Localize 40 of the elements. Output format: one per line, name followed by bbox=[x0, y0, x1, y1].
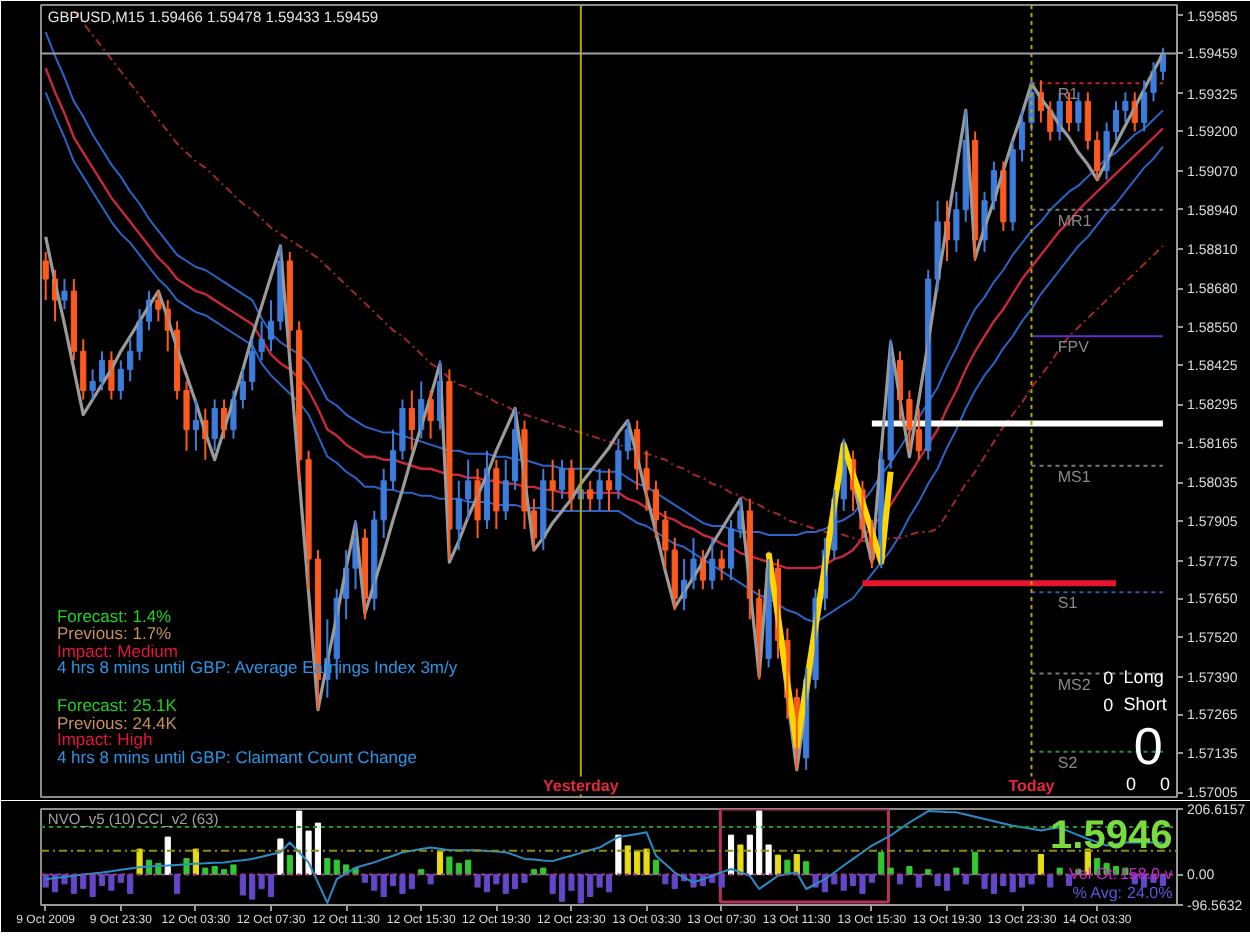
bar bbox=[962, 873, 969, 885]
bar bbox=[972, 851, 979, 875]
annotation: % Avg: bbox=[1072, 884, 1123, 903]
bar bbox=[277, 838, 284, 875]
bar bbox=[925, 869, 932, 875]
bar bbox=[427, 873, 434, 885]
bar bbox=[286, 854, 293, 875]
annotation: 0 bbox=[1133, 715, 1163, 776]
series-label: S2 bbox=[1057, 753, 1079, 772]
annotation: 0 bbox=[1125, 773, 1136, 794]
series-label: S1 bbox=[1057, 594, 1079, 613]
annotation: Long bbox=[1123, 667, 1164, 688]
series-label: MS2 bbox=[1057, 675, 1092, 694]
annotation: Forecast: 25.1K bbox=[56, 695, 178, 716]
annotation: 4 hrs 8 mins until GBP: Claimant Count Change bbox=[56, 747, 418, 768]
bar bbox=[784, 859, 791, 875]
bar bbox=[1037, 853, 1044, 875]
annotation: Forecast: 1.4% bbox=[56, 605, 173, 626]
annotation: 0 bbox=[1103, 694, 1114, 715]
bar bbox=[906, 866, 913, 875]
bar bbox=[652, 859, 660, 875]
bar bbox=[774, 854, 782, 875]
annotation: Today bbox=[1008, 776, 1056, 795]
bar bbox=[174, 873, 181, 894]
bar bbox=[803, 861, 810, 875]
annotation: Yesterday bbox=[543, 776, 620, 795]
annotation: Impact: High bbox=[56, 729, 153, 750]
annotation: Previous: 24.4K bbox=[56, 713, 178, 734]
bar bbox=[915, 873, 922, 888]
bar bbox=[896, 873, 904, 885]
annotation: Previous: 1.7% bbox=[56, 623, 173, 644]
annotation: 0 bbox=[1103, 668, 1114, 689]
series-label: MS1 bbox=[1057, 467, 1092, 486]
annotation: Short bbox=[1123, 693, 1168, 714]
annotation: 24.0% bbox=[1127, 884, 1173, 903]
bar bbox=[1047, 873, 1054, 888]
series-label: FPV bbox=[1057, 338, 1091, 357]
annotation: Impact: Medium bbox=[56, 641, 178, 662]
series-label: R1 bbox=[1057, 85, 1080, 104]
annotation: 0 bbox=[1159, 773, 1170, 794]
